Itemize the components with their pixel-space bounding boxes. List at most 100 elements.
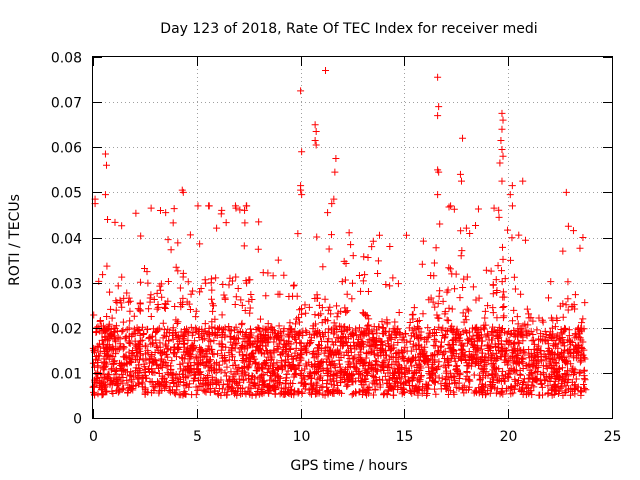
data-point xyxy=(196,376,204,384)
data-point xyxy=(291,369,299,377)
data-point xyxy=(207,279,215,287)
data-point xyxy=(541,337,549,345)
data-point xyxy=(456,334,464,342)
data-point xyxy=(495,213,503,221)
data-point xyxy=(392,378,400,386)
data-point xyxy=(341,338,349,346)
data-point xyxy=(397,384,405,392)
data-point xyxy=(126,297,134,305)
data-point xyxy=(106,288,114,296)
data-point xyxy=(298,191,306,199)
data-point xyxy=(92,328,100,336)
data-point xyxy=(307,334,315,342)
data-point xyxy=(126,339,134,347)
data-point xyxy=(285,325,293,333)
data-point xyxy=(283,352,291,360)
data-point xyxy=(364,253,372,261)
data-point xyxy=(338,278,346,286)
data-point xyxy=(408,382,416,390)
data-point xyxy=(399,352,407,360)
data-point xyxy=(490,360,498,368)
data-point xyxy=(372,361,380,369)
data-point xyxy=(561,389,569,397)
data-point xyxy=(506,191,514,199)
data-point xyxy=(237,344,245,352)
data-point xyxy=(177,299,185,307)
data-point xyxy=(226,332,234,340)
data-point xyxy=(342,260,350,268)
data-point xyxy=(218,206,226,214)
data-point xyxy=(143,325,151,333)
data-point xyxy=(254,375,262,383)
data-point xyxy=(262,292,270,300)
data-point xyxy=(169,335,177,343)
data-point xyxy=(325,245,333,253)
data-point xyxy=(443,316,451,324)
data-point xyxy=(420,357,428,365)
data-point xyxy=(156,382,164,390)
data-point xyxy=(106,381,114,389)
data-point xyxy=(434,314,442,322)
data-point xyxy=(352,325,360,333)
data-point xyxy=(326,347,334,355)
data-point xyxy=(495,323,503,331)
data-point xyxy=(120,384,128,392)
data-point xyxy=(161,384,169,392)
data-point xyxy=(138,373,146,381)
data-point xyxy=(212,274,220,282)
data-point xyxy=(164,236,172,244)
data-point xyxy=(348,378,356,386)
data-point xyxy=(444,317,452,325)
data-point xyxy=(172,374,180,382)
data-point xyxy=(356,360,364,368)
data-point xyxy=(327,388,335,396)
data-point xyxy=(460,318,468,326)
data-point xyxy=(120,343,128,351)
data-point xyxy=(311,369,319,377)
data-point xyxy=(555,352,563,360)
data-point xyxy=(542,330,550,338)
data-point xyxy=(144,366,152,374)
data-point xyxy=(136,307,144,315)
data-point xyxy=(498,109,506,117)
data-point xyxy=(580,384,588,392)
data-point xyxy=(502,337,510,345)
data-point xyxy=(551,368,559,376)
data-point xyxy=(239,384,247,392)
data-point xyxy=(144,349,152,357)
data-point xyxy=(336,366,344,374)
data-point xyxy=(94,323,102,331)
data-point xyxy=(457,177,465,185)
data-point xyxy=(360,343,368,351)
data-point xyxy=(318,319,326,327)
data-point xyxy=(315,362,323,370)
data-point xyxy=(462,224,470,232)
data-point xyxy=(93,374,101,382)
data-point xyxy=(456,170,464,178)
data-point xyxy=(168,357,176,365)
data-point xyxy=(210,337,218,345)
data-point xyxy=(184,278,192,286)
data-point xyxy=(565,326,573,334)
data-point xyxy=(378,318,386,326)
data-point xyxy=(575,344,583,352)
data-point xyxy=(360,327,368,335)
data-point xyxy=(225,377,233,385)
data-point xyxy=(315,311,323,319)
data-point xyxy=(519,381,527,389)
data-point xyxy=(188,342,196,350)
data-point xyxy=(201,352,209,360)
data-point xyxy=(271,383,279,391)
data-point xyxy=(364,322,372,330)
data-point xyxy=(202,358,210,366)
data-point xyxy=(281,362,289,370)
data-point xyxy=(446,387,454,395)
data-point xyxy=(291,320,299,328)
data-point xyxy=(167,346,175,354)
data-point xyxy=(147,204,155,212)
data-point xyxy=(330,377,338,385)
data-point xyxy=(441,379,449,387)
data-point xyxy=(502,352,510,360)
data-point xyxy=(547,278,555,286)
data-point xyxy=(113,380,121,388)
